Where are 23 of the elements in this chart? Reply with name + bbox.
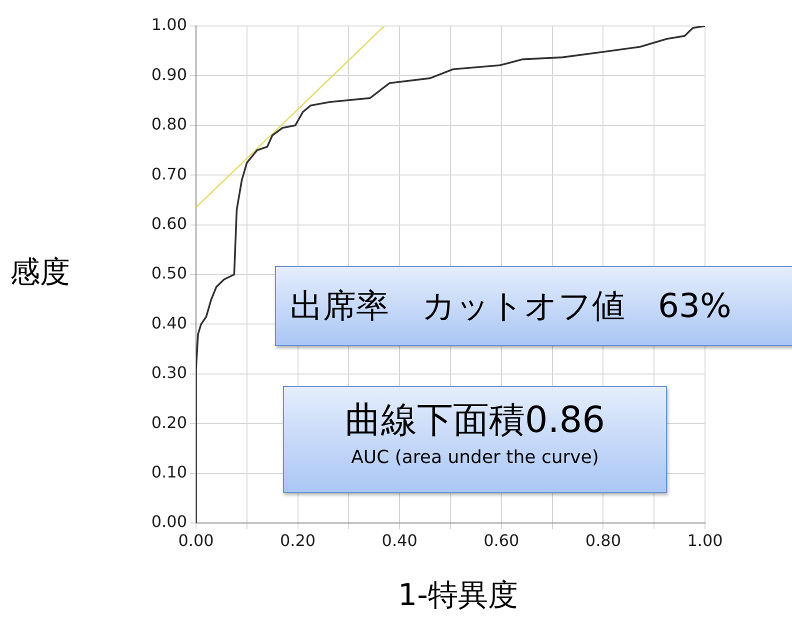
y-tick-label: 0.60 [151, 214, 187, 233]
y-tick-label: 0.90 [151, 64, 187, 84]
y-tick-label: 0.00 [151, 512, 187, 532]
y-tick-label: 0.40 [151, 313, 187, 332]
annotation: AUC (area under the curve) [350, 446, 600, 470]
y-tick-label: 0.30 [151, 363, 187, 382]
text-box: 曲線下面積0.86 AUC (area under the curve) [283, 386, 667, 493]
x-tick-label: 1.00 [687, 530, 723, 550]
x-axis-title: 1-特異度 [398, 577, 518, 615]
x-tick-label: 0.00 [178, 530, 214, 550]
y-tick-label: 1.00 [151, 15, 187, 34]
y-tick-label: 0.80 [151, 114, 187, 134]
y-tick-label: 0.20 [151, 412, 187, 432]
x-tick-label: 0.60 [484, 530, 520, 550]
y-tick-label: 0.50 [151, 264, 187, 283]
x-tick-label: 0.20 [280, 530, 316, 550]
text-box: 出席率 カットオフ値 63% [275, 266, 792, 346]
x-tick-label: 0.80 [585, 530, 622, 550]
y-tick-label: 0.70 [151, 164, 187, 184]
x-tick-label: 0.40 [382, 530, 418, 550]
annotation: 曲線下面積0.86 [344, 399, 606, 443]
y-tick-label: 0.10 [151, 462, 187, 482]
y-axis-title: 感度 [10, 254, 70, 292]
